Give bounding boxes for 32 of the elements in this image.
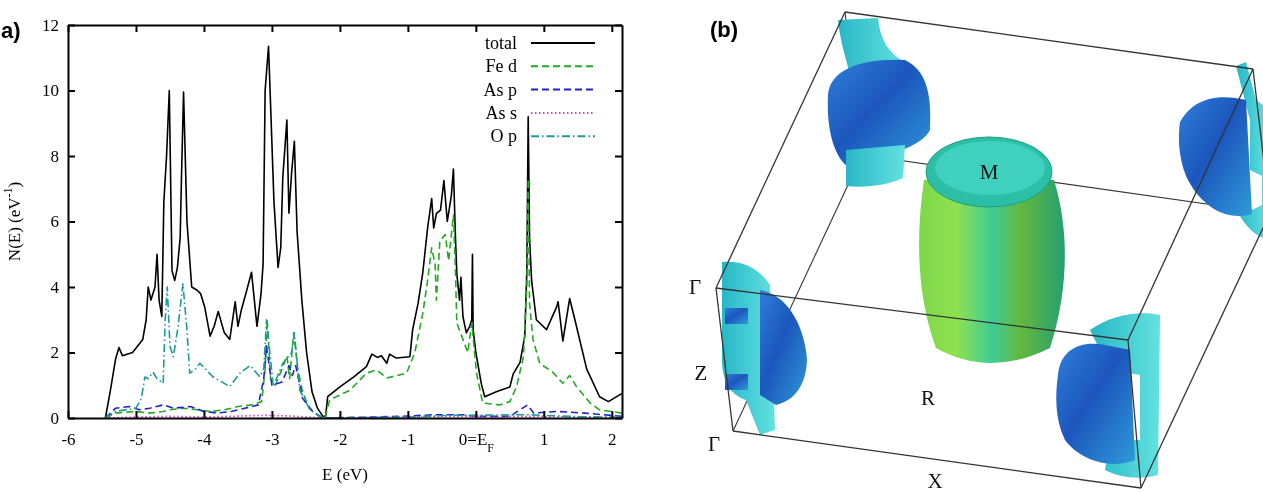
- y-tick-label: 4: [50, 277, 60, 297]
- x-tick-label: -3: [265, 430, 280, 450]
- text: Γ: [688, 275, 702, 299]
- x-tick-label: -6: [61, 430, 76, 450]
- line-series: [104, 282, 623, 419]
- legend-label: O p: [490, 126, 517, 147]
- y-tick-label: 8: [50, 146, 59, 166]
- x-tick-label: -4: [197, 430, 213, 450]
- y-tick-label: 0: [50, 408, 59, 428]
- text: Γ: [707, 432, 721, 456]
- x-tick-label: 2: [608, 430, 617, 450]
- y-tick-label: 10: [42, 81, 59, 101]
- chart-title: a): [1, 18, 21, 43]
- text: M: [979, 160, 999, 184]
- text: (b): [710, 17, 739, 42]
- y-tick-label: 2: [50, 343, 59, 363]
- text: X: [927, 469, 943, 492]
- y-tick-label: 6: [50, 212, 59, 232]
- legend-label: total: [485, 33, 517, 53]
- legend-label: As p: [483, 79, 517, 100]
- x-tick-label: -5: [129, 430, 144, 450]
- x-tick-label: -1: [401, 430, 416, 450]
- x-tick-label: 0=E$_{F}$: [458, 430, 495, 456]
- legend-label: As s: [485, 102, 517, 123]
- x-tick-label: -2: [333, 430, 348, 450]
- legend-label: Fe d: [485, 56, 517, 77]
- text: R: [920, 386, 936, 410]
- x-axis-title: E (eV): [322, 465, 368, 484]
- text: Z: [694, 361, 708, 385]
- y-tick-label: 12: [42, 15, 59, 35]
- line-series: [104, 345, 623, 419]
- x-tick-label: 1: [540, 430, 549, 450]
